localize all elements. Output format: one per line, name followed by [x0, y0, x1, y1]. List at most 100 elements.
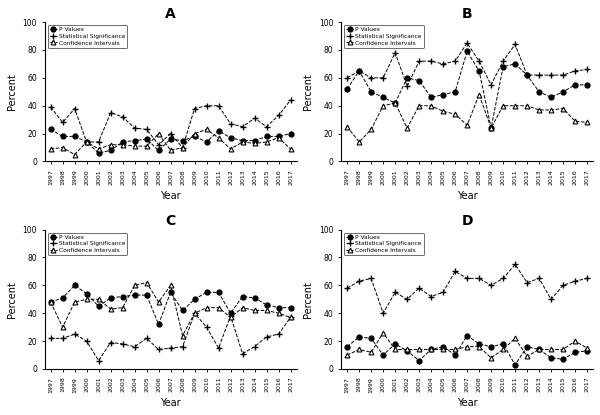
Confidence Intervals — [356, 347, 363, 352]
P Values — [275, 305, 282, 310]
Statistical Significance — [452, 59, 459, 63]
P Values — [511, 362, 518, 367]
Confidence Intervals — [167, 283, 174, 288]
Statistical Significance — [179, 145, 186, 150]
Confidence Intervals — [428, 347, 435, 352]
P Values — [392, 100, 399, 105]
Statistical Significance — [227, 314, 234, 319]
Confidence Intervals — [488, 126, 495, 131]
P Values — [167, 137, 174, 142]
Confidence Intervals — [464, 344, 471, 349]
Line: Statistical Significance: Statistical Significance — [344, 39, 590, 90]
Statistical Significance — [131, 126, 138, 131]
Confidence Intervals — [71, 300, 78, 305]
Statistical Significance — [416, 286, 423, 290]
Confidence Intervals — [356, 139, 363, 144]
Confidence Intervals — [263, 139, 270, 144]
Confidence Intervals — [464, 123, 471, 128]
Confidence Intervals — [559, 347, 566, 352]
P Values — [583, 82, 590, 87]
P Values — [499, 342, 506, 347]
Statistical Significance — [571, 279, 578, 284]
X-axis label: Year: Year — [160, 190, 181, 200]
Statistical Significance — [239, 351, 246, 356]
Confidence Intervals — [440, 109, 447, 114]
Confidence Intervals — [143, 280, 150, 285]
Confidence Intervals — [167, 148, 174, 153]
Confidence Intervals — [511, 336, 518, 341]
Statistical Significance — [511, 262, 518, 267]
Confidence Intervals — [583, 346, 590, 351]
P Values — [227, 135, 234, 140]
Statistical Significance — [583, 276, 590, 281]
Statistical Significance — [547, 73, 554, 78]
P Values — [179, 138, 186, 143]
P Values — [119, 294, 126, 299]
Statistical Significance — [287, 98, 294, 103]
P Values — [287, 305, 294, 310]
P Values — [368, 336, 375, 341]
P Values — [107, 148, 114, 153]
Statistical Significance — [583, 67, 590, 72]
Confidence Intervals — [488, 355, 495, 360]
Statistical Significance — [59, 336, 66, 341]
Confidence Intervals — [523, 354, 530, 359]
Confidence Intervals — [368, 127, 375, 132]
Legend: P Values, Statistical Significance, Confidence Intervals: P Values, Statistical Significance, Conf… — [344, 25, 424, 48]
Confidence Intervals — [179, 145, 186, 150]
Statistical Significance — [499, 59, 506, 63]
P Values — [143, 137, 150, 142]
Statistical Significance — [119, 115, 126, 120]
P Values — [583, 348, 590, 353]
P Values — [392, 342, 399, 347]
Statistical Significance — [251, 116, 258, 121]
Confidence Intervals — [203, 305, 210, 310]
Statistical Significance — [499, 276, 506, 281]
Statistical Significance — [416, 59, 423, 63]
P Values — [239, 138, 246, 143]
Statistical Significance — [107, 340, 114, 345]
Legend: P Values, Statistical Significance, Confidence Intervals: P Values, Statistical Significance, Conf… — [47, 25, 127, 48]
Confidence Intervals — [107, 142, 114, 147]
P Values — [559, 89, 566, 94]
Confidence Intervals — [476, 344, 483, 349]
Confidence Intervals — [95, 297, 102, 302]
P Values — [476, 68, 483, 73]
P Values — [404, 76, 411, 81]
P Values — [83, 291, 90, 296]
Confidence Intervals — [47, 146, 54, 151]
Statistical Significance — [440, 290, 447, 295]
Confidence Intervals — [239, 139, 246, 144]
Confidence Intervals — [440, 347, 447, 352]
P Values — [263, 303, 270, 308]
Statistical Significance — [215, 346, 222, 351]
Statistical Significance — [428, 59, 435, 63]
Statistical Significance — [239, 124, 246, 129]
P Values — [71, 134, 78, 139]
P Values — [535, 347, 542, 352]
Y-axis label: Percent: Percent — [7, 73, 17, 110]
Statistical Significance — [179, 344, 186, 349]
Statistical Significance — [263, 334, 270, 339]
Statistical Significance — [356, 279, 363, 284]
P Values — [191, 134, 198, 139]
Statistical Significance — [95, 139, 102, 144]
Confidence Intervals — [179, 333, 186, 338]
Confidence Intervals — [476, 92, 483, 97]
Confidence Intervals — [263, 308, 270, 313]
Statistical Significance — [71, 106, 78, 111]
P Values — [476, 342, 483, 347]
Confidence Intervals — [404, 347, 411, 352]
Confidence Intervals — [571, 119, 578, 124]
Statistical Significance — [452, 269, 459, 274]
P Values — [215, 290, 222, 295]
P Values — [571, 82, 578, 87]
P Values — [191, 297, 198, 302]
P Values — [107, 295, 114, 300]
P Values — [287, 131, 294, 136]
Y-axis label: Percent: Percent — [304, 281, 313, 318]
Confidence Intervals — [227, 315, 234, 320]
Statistical Significance — [251, 344, 258, 349]
P Values — [131, 138, 138, 143]
Statistical Significance — [392, 50, 399, 55]
